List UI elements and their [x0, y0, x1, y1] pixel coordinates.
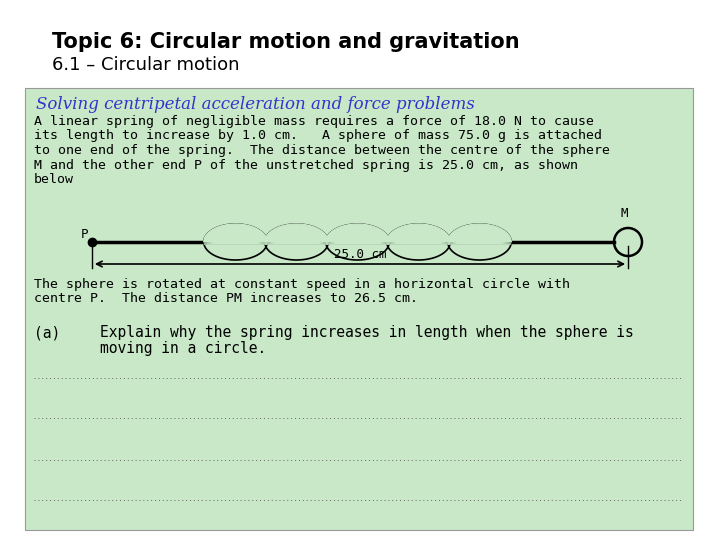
Polygon shape — [325, 224, 390, 244]
Text: moving in a circle.: moving in a circle. — [100, 341, 266, 356]
Polygon shape — [204, 224, 267, 244]
Text: centre P.  The distance PM increases to 26.5 cm.: centre P. The distance PM increases to 2… — [34, 293, 418, 306]
Polygon shape — [448, 224, 511, 244]
Polygon shape — [265, 224, 328, 244]
Text: below: below — [34, 173, 74, 186]
Text: 25.0 cm: 25.0 cm — [334, 248, 386, 261]
Text: (a): (a) — [34, 325, 60, 340]
Text: A linear spring of negligible mass requires a force of 18.0 N to cause: A linear spring of negligible mass requi… — [34, 115, 594, 128]
Text: Solving centripetal acceleration and force problems: Solving centripetal acceleration and for… — [36, 96, 474, 113]
Text: to one end of the spring.  The distance between the centre of the sphere: to one end of the spring. The distance b… — [34, 144, 610, 157]
FancyBboxPatch shape — [25, 88, 693, 530]
Text: M: M — [620, 207, 628, 220]
Text: M and the other end P of the unstretched spring is 25.0 cm, as shown: M and the other end P of the unstretched… — [34, 159, 578, 172]
Text: 6.1 – Circular motion: 6.1 – Circular motion — [52, 56, 240, 74]
Text: Topic 6: Circular motion and gravitation: Topic 6: Circular motion and gravitation — [52, 32, 520, 52]
Text: its length to increase by 1.0 cm.   A sphere of mass 75.0 g is attached: its length to increase by 1.0 cm. A sphe… — [34, 130, 602, 143]
Polygon shape — [387, 224, 450, 244]
Text: P: P — [80, 228, 88, 241]
Text: Explain why the spring increases in length when the sphere is: Explain why the spring increases in leng… — [100, 325, 634, 340]
Text: The sphere is rotated at constant speed in a horizontal circle with: The sphere is rotated at constant speed … — [34, 278, 570, 291]
